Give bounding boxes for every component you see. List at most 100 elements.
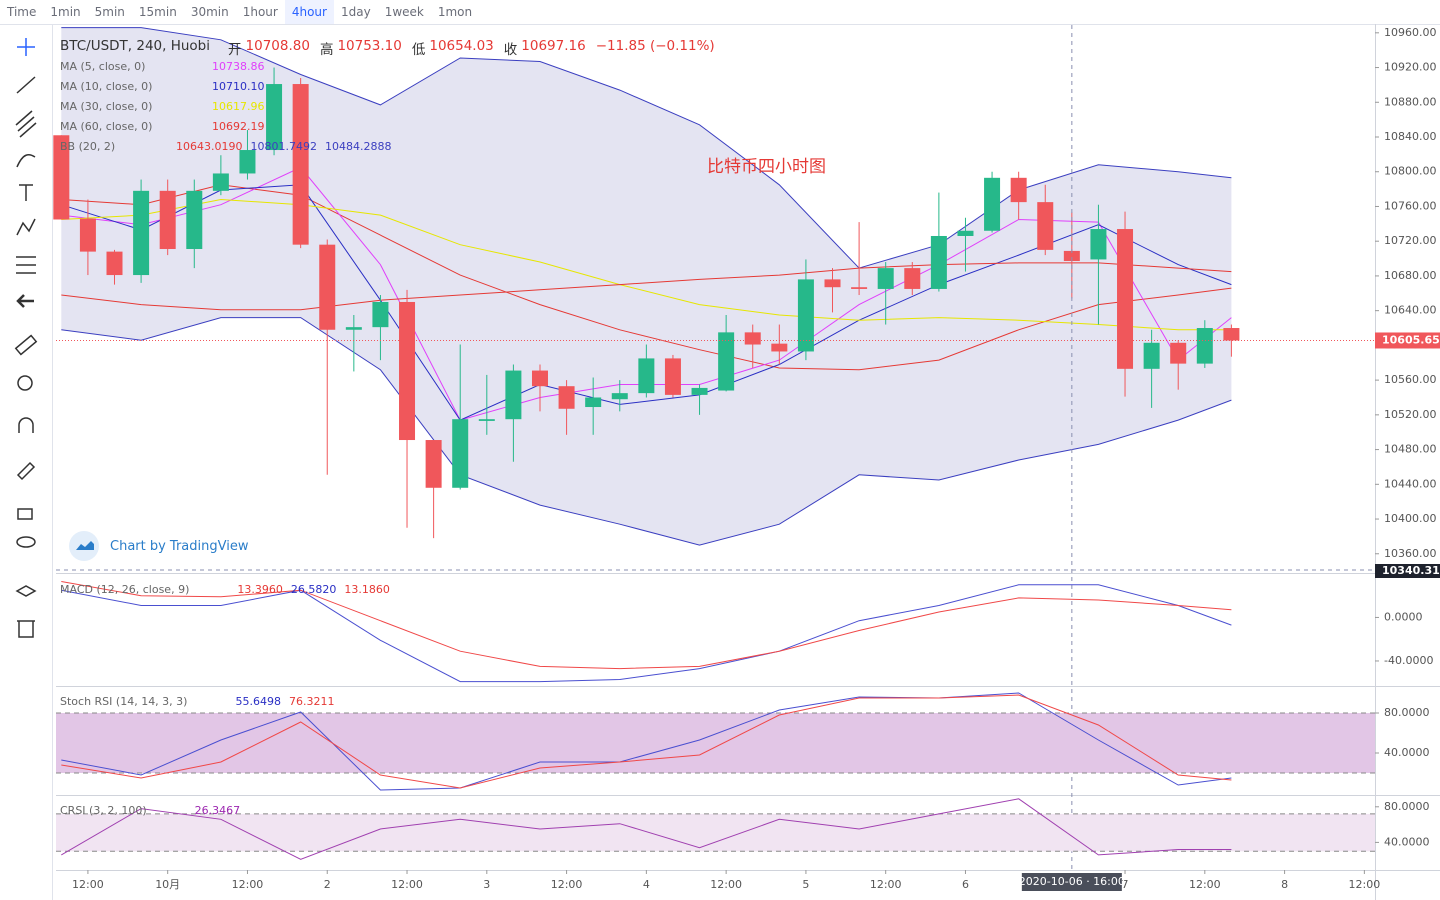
- lock-draw-tool[interactable]: [16, 461, 36, 481]
- indicator-line: [61, 694, 1232, 789]
- y-tick-label: 10480.00: [1384, 443, 1437, 456]
- layers-tool[interactable]: [15, 585, 37, 597]
- tool-icons: [14, 38, 38, 638]
- candle-body: [611, 393, 628, 400]
- y-tick-label: 10760.00: [1384, 199, 1437, 212]
- ohlc-label: 开: [228, 42, 242, 58]
- legend-value: 10801.7492: [250, 140, 317, 153]
- candle-body: [425, 440, 442, 488]
- legend-value: 26.5820: [290, 583, 337, 596]
- candle-body: [1143, 342, 1160, 369]
- y-tick-label: 10960.00: [1384, 26, 1437, 39]
- band-fill: [56, 713, 1375, 773]
- last-price-box: [1375, 332, 1440, 349]
- y-tick-label: -40.0000: [1384, 654, 1433, 667]
- candle-body: [664, 358, 681, 395]
- x-tick-label: 12:00: [72, 878, 104, 891]
- candle-body: [744, 332, 761, 345]
- candle-body: [691, 387, 708, 395]
- ma-legend: MA (30, close, 0) 10617.96: [60, 100, 265, 113]
- bb-fill: [61, 27, 1232, 546]
- legend-name: MA (60, close, 0): [60, 120, 153, 133]
- x-tick-label: 12:00: [1349, 878, 1381, 891]
- legend-value: 10643.0190: [176, 140, 243, 153]
- legend-value: 76.3211: [288, 695, 335, 708]
- zoom-tool[interactable]: [17, 375, 33, 391]
- ohlc-label: 高: [319, 42, 334, 58]
- y-tick-label: 10800.00: [1384, 165, 1437, 178]
- line-tool[interactable]: [16, 76, 36, 94]
- symbol-header: BTC/USDT, 240, Huobi 开 10708.80 高 10753.10 低 1…: [60, 38, 715, 58]
- indicator-line: [61, 584, 1232, 683]
- interval-button[interactable]: Time: [7, 5, 37, 19]
- legend-value: 13.3960: [237, 583, 283, 596]
- legend-value: 10484.2888: [324, 140, 392, 153]
- interval-button[interactable]: 1mon: [437, 5, 473, 19]
- legend-name: MA (10, close, 0): [60, 80, 153, 93]
- price-change: −11.85 (−0.11%): [595, 38, 715, 54]
- last-price-label: 10605.65: [1382, 333, 1440, 346]
- candle-body: [638, 358, 655, 394]
- interval-button[interactable]: 15min: [138, 5, 177, 19]
- candle-body: [1170, 342, 1187, 364]
- watermark: Chart by TradingView: [68, 530, 248, 562]
- legend-name: Stoch RSI (14, 14, 3, 3): [60, 695, 188, 708]
- interval-button[interactable]: 1day: [340, 5, 371, 19]
- candle-body: [585, 397, 602, 408]
- interval-button[interactable]: 30min: [190, 5, 229, 19]
- bb-line: [61, 184, 1232, 371]
- candle-body: [984, 177, 1001, 231]
- legend-value: 13.1860: [344, 583, 390, 596]
- candle-body: [851, 287, 868, 289]
- candle-body: [239, 150, 256, 174]
- candle-body: [1090, 229, 1107, 260]
- y-tick-label: 10880.00: [1384, 95, 1437, 108]
- measure-tool[interactable]: [14, 334, 38, 356]
- magnet-tool[interactable]: [18, 417, 34, 433]
- annotation: 比特币四小时图: [707, 157, 826, 177]
- interval-button[interactable]: 1week: [384, 5, 424, 19]
- indicator-legend: MACD (12, 26, close, 9) 13.3960 26.5820 13.…: [60, 583, 390, 596]
- legend-value: 10710.10: [212, 80, 265, 93]
- interval-button[interactable]: 1hour: [242, 5, 278, 19]
- ma-legend: MA (10, close, 0) 10710.10: [60, 80, 265, 93]
- candle-body: [266, 84, 283, 151]
- legend-value: 10692.19: [212, 120, 265, 133]
- pattern-tool[interactable]: [16, 218, 36, 236]
- back-tool[interactable]: [16, 294, 34, 308]
- legend-name: CRSI (3, 2, 100): [60, 804, 147, 817]
- candle-body: [399, 301, 416, 441]
- y-tick-label: 10920.00: [1384, 61, 1437, 74]
- visibility-tool[interactable]: [16, 536, 36, 548]
- y-tick-label: 10400.00: [1384, 512, 1437, 525]
- candle-body: [797, 279, 814, 352]
- x-tick-label: 2: [324, 878, 331, 891]
- candle-body: [771, 343, 788, 352]
- prediction-tool[interactable]: [16, 256, 36, 274]
- crosshair-price-box: [1375, 564, 1440, 578]
- lock-tool[interactable]: [17, 508, 33, 520]
- indicator-legend: CRSI (3, 2, 100) 26.3467: [60, 804, 240, 817]
- bb-legend: BB (20, 2) 10643.0190 10801.7492 10484.2888: [60, 140, 391, 153]
- crosshair-tool[interactable]: [17, 38, 35, 56]
- candle-body: [106, 251, 123, 276]
- candle-body: [505, 370, 522, 420]
- interval-button[interactable]: 1min: [50, 5, 81, 19]
- y-tick-label: 10520.00: [1384, 408, 1437, 421]
- interval-button[interactable]: 5min: [94, 5, 125, 19]
- x-tick-label: 12:00: [391, 878, 423, 891]
- x-tick-label: 6: [962, 878, 969, 891]
- delete-tool[interactable]: [17, 620, 35, 638]
- brush-tool[interactable]: [16, 153, 36, 168]
- candle-body: [824, 279, 841, 288]
- y-tick-label: 40.0000: [1384, 835, 1430, 848]
- ma-line: [61, 198, 1232, 331]
- ohlc-label: 低: [411, 42, 426, 58]
- interval-button[interactable]: 4hour: [284, 0, 334, 24]
- text-tool[interactable]: [19, 184, 33, 201]
- x-tick-label: 12:00: [232, 878, 264, 891]
- fib-tool[interactable]: [15, 110, 37, 138]
- x-tick-label: 5: [802, 878, 809, 891]
- interval-toolbar: Time 1min 5min 15min 30min 1hour 4hour 1day 1wee…: [0, 0, 1440, 25]
